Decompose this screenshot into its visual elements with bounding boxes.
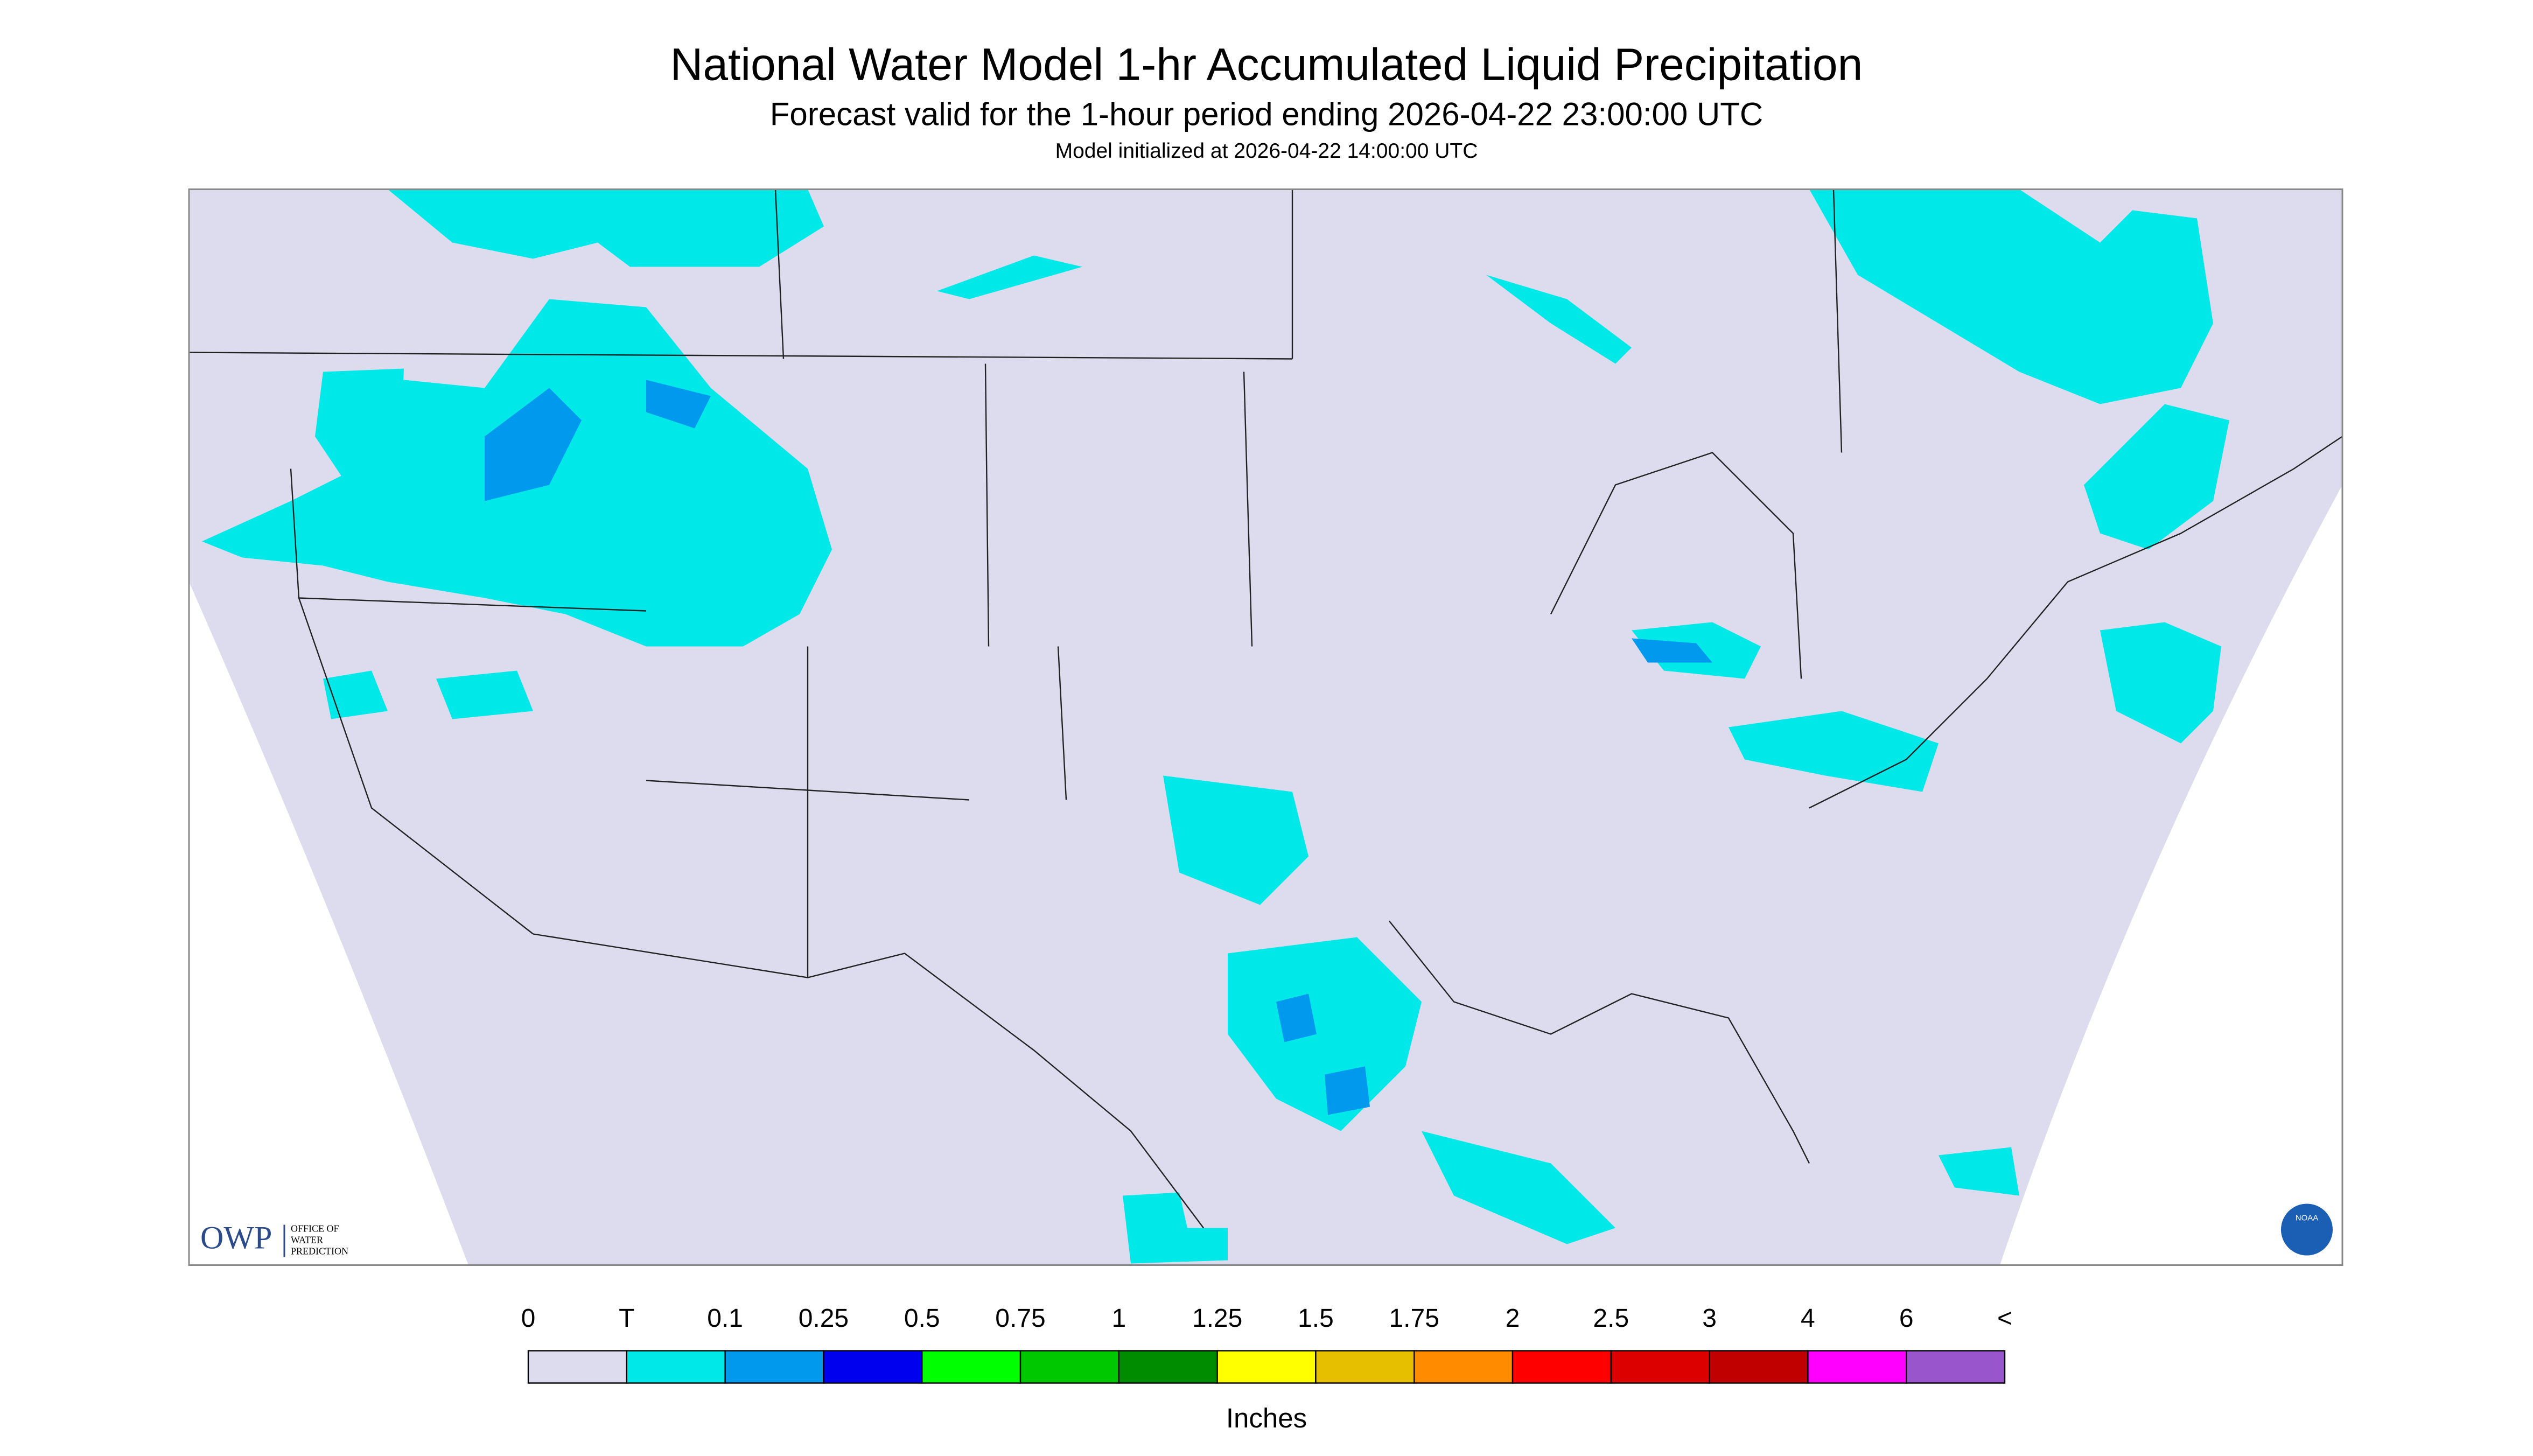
legend-swatch	[1118, 1350, 1218, 1384]
legend-label: 0	[521, 1304, 536, 1333]
noaa-logo-text: NOAA	[2296, 1213, 2319, 1222]
map: OWP OFFICE OF WATER PREDICTION NOAA	[188, 188, 2343, 1266]
title: National Water Model 1-hr Accumulated Li…	[670, 39, 1863, 90]
legend-label: 0.25	[799, 1304, 849, 1333]
legend-swatch	[1414, 1350, 1514, 1384]
legend: Inches 0 T 0.1 0.25 0.5 0.75 1 1.25 1.5 1.75 2 2.5 3…	[521, 1304, 2012, 1433]
logo-line: WATER	[291, 1235, 323, 1245]
legend-label: 0.1	[707, 1304, 743, 1333]
subtitle: Forecast valid for the 1-hour period end…	[770, 96, 1763, 132]
legend-unit: Inches	[1226, 1403, 1307, 1433]
legend-label: 4	[1801, 1304, 1815, 1333]
legend-swatch	[724, 1350, 824, 1384]
legend-label: 3	[1702, 1304, 1717, 1333]
legend-swatch	[626, 1350, 726, 1384]
logo-line: PREDICTION	[291, 1246, 348, 1257]
legend-swatch	[1216, 1350, 1317, 1384]
legend-swatch	[1905, 1350, 2006, 1384]
legend-label: 0.5	[904, 1304, 940, 1333]
legend-label: 2.5	[1593, 1304, 1629, 1333]
legend-swatch	[1019, 1350, 1120, 1384]
legend-label: T	[619, 1304, 634, 1333]
legend-label: 0.75	[995, 1304, 1045, 1333]
legend-label: 1.75	[1389, 1304, 1439, 1333]
precip-areas-heavier	[485, 380, 1712, 1115]
legend-label: 1.5	[1298, 1304, 1334, 1333]
legend-swatch	[1709, 1350, 1809, 1384]
legend-swatch	[921, 1350, 1021, 1384]
legend-swatch	[1610, 1350, 1710, 1384]
legend-label: 6	[1899, 1304, 1914, 1333]
legend-swatch	[823, 1350, 923, 1384]
init-line: Model initialized at 2026-04-22 14:00:00…	[1055, 139, 1478, 163]
boundaries	[188, 189, 2343, 1229]
logo-acronym: OWP	[200, 1220, 272, 1255]
legend-label: 2	[1506, 1304, 1520, 1333]
legend-label: <	[1997, 1304, 2012, 1333]
legend-swatch	[1807, 1350, 1907, 1384]
legend-label: 1	[1111, 1304, 1126, 1333]
map-frame	[188, 188, 2343, 1266]
logo-line: OFFICE OF	[291, 1223, 339, 1234]
legend-label: 1.25	[1192, 1304, 1242, 1333]
legend-swatch	[527, 1350, 628, 1384]
legend-swatch	[1315, 1350, 1415, 1384]
legend-swatch	[1512, 1350, 1612, 1384]
noaa-logo	[2281, 1203, 2333, 1256]
